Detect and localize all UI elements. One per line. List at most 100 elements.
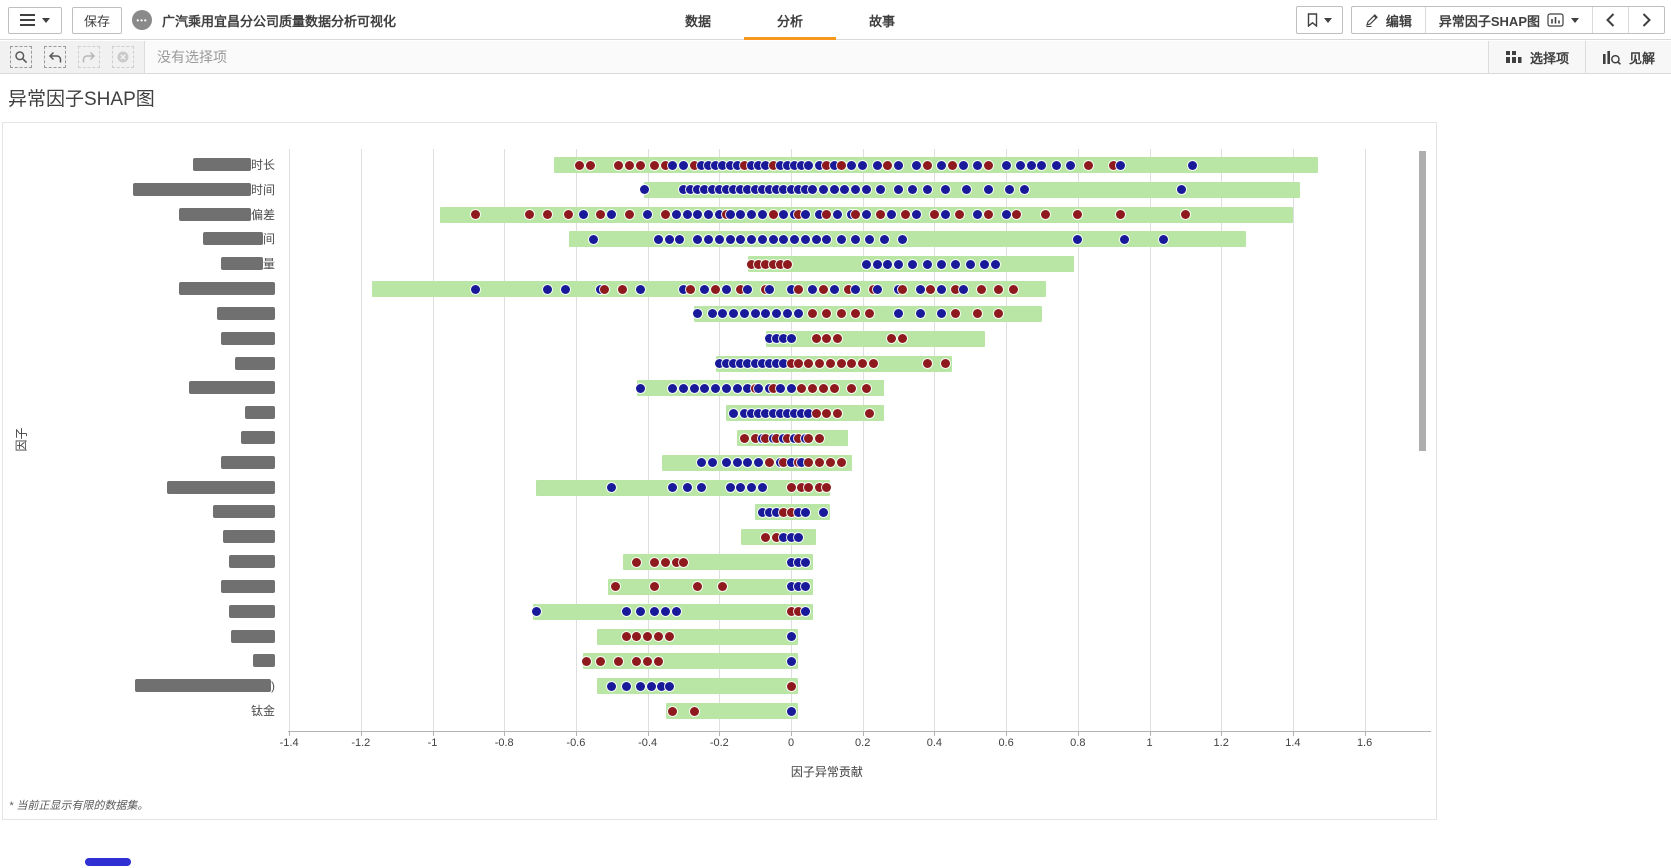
selection-search-button[interactable] — [10, 46, 32, 68]
shap-dot-red[interactable] — [718, 582, 728, 592]
shap-dot-blue[interactable] — [725, 483, 735, 493]
shap-dot-red[interactable] — [876, 210, 886, 220]
shap-range-bar[interactable] — [622, 554, 813, 571]
shap-dot-blue[interactable] — [940, 185, 950, 195]
edit-button[interactable]: 编辑 — [1352, 7, 1425, 33]
shap-dot-blue[interactable] — [772, 309, 782, 319]
shap-dot-red[interactable] — [804, 359, 814, 369]
shap-dot-blue[interactable] — [775, 383, 785, 393]
app-icon[interactable]: ••• — [132, 10, 153, 30]
shap-dot-blue[interactable] — [531, 607, 541, 617]
shap-dot-red[interactable] — [524, 210, 534, 220]
shap-dot-red[interactable] — [1041, 210, 1051, 220]
factor-row-label[interactable] — [3, 628, 275, 646]
shap-dot-blue[interactable] — [689, 383, 699, 393]
chart-vertical-scrollbar[interactable] — [1419, 151, 1426, 451]
shap-dot-red[interactable] — [661, 557, 671, 567]
shap-dot-blue[interactable] — [757, 507, 767, 517]
shap-dot-blue[interactable] — [779, 334, 789, 344]
shap-dot-red[interactable] — [786, 607, 796, 617]
shap-dot-blue[interactable] — [797, 458, 807, 468]
shap-dot-blue[interactable] — [894, 160, 904, 170]
shap-dot-red[interactable] — [671, 557, 681, 567]
shap-dot-blue[interactable] — [714, 185, 724, 195]
shap-dot-blue[interactable] — [894, 185, 904, 195]
shap-dot-blue[interactable] — [764, 359, 774, 369]
shap-dot-red[interactable] — [822, 309, 832, 319]
shap-dot-red[interactable] — [754, 259, 764, 269]
shap-dot-red[interactable] — [650, 557, 660, 567]
shap-dot-red[interactable] — [768, 259, 778, 269]
shap-dot-blue[interactable] — [937, 309, 947, 319]
shap-dot-blue[interactable] — [786, 458, 796, 468]
shap-dot-blue[interactable] — [725, 210, 735, 220]
shap-dot-blue[interactable] — [958, 284, 968, 294]
shap-dot-red[interactable] — [643, 632, 653, 642]
shap-dot-blue[interactable] — [747, 234, 757, 244]
shap-dot-blue[interactable] — [782, 160, 792, 170]
shap-dot-blue[interactable] — [829, 284, 839, 294]
shap-dot-blue[interactable] — [879, 234, 889, 244]
shap-dot-blue[interactable] — [793, 507, 803, 517]
shap-dot-red[interactable] — [582, 656, 592, 666]
shap-dot-blue[interactable] — [700, 284, 710, 294]
shap-dot-blue[interactable] — [764, 334, 774, 344]
shap-dot-blue[interactable] — [700, 185, 710, 195]
factor-row-label[interactable]: 时长 — [3, 156, 275, 174]
shap-dot-blue[interactable] — [872, 160, 882, 170]
shap-dot-red[interactable] — [847, 359, 857, 369]
shap-dot-red[interactable] — [632, 656, 642, 666]
shap-dot-blue[interactable] — [675, 234, 685, 244]
shap-dot-red[interactable] — [897, 334, 907, 344]
shap-dot-blue[interactable] — [797, 160, 807, 170]
factor-row-label[interactable] — [3, 454, 275, 472]
shap-dot-red[interactable] — [564, 210, 574, 220]
tab-analysis[interactable]: 分析 — [744, 0, 836, 40]
shap-dot-blue[interactable] — [922, 259, 932, 269]
shap-range-bar[interactable] — [608, 578, 813, 595]
shap-dot-red[interactable] — [843, 284, 853, 294]
shap-dot-blue[interactable] — [800, 607, 810, 617]
shap-dot-blue[interactable] — [678, 383, 688, 393]
shap-dot-blue[interactable] — [804, 408, 814, 418]
shap-dot-blue[interactable] — [761, 408, 771, 418]
shap-dot-red[interactable] — [678, 557, 688, 567]
shap-dot-blue[interactable] — [1116, 160, 1126, 170]
next-sheet-button[interactable] — [1628, 7, 1664, 33]
shap-dot-red[interactable] — [865, 309, 875, 319]
shap-dot-blue[interactable] — [962, 185, 972, 195]
shap-dot-red[interactable] — [786, 681, 796, 691]
factor-row-label[interactable] — [3, 528, 275, 546]
shap-dot-red[interactable] — [761, 259, 771, 269]
shap-dot-red[interactable] — [736, 284, 746, 294]
shap-dot-blue[interactable] — [757, 483, 767, 493]
shap-dot-blue[interactable] — [847, 160, 857, 170]
shap-dot-blue[interactable] — [937, 160, 947, 170]
shap-dot-blue[interactable] — [782, 408, 792, 418]
shap-dot-red[interactable] — [815, 433, 825, 443]
shap-dot-red[interactable] — [786, 507, 796, 517]
shap-dot-blue[interactable] — [671, 607, 681, 617]
shap-dot-blue[interactable] — [815, 210, 825, 220]
shap-dot-blue[interactable] — [786, 532, 796, 542]
shap-dot-red[interactable] — [768, 383, 778, 393]
shap-dot-red[interactable] — [897, 284, 907, 294]
shap-dot-red[interactable] — [574, 160, 584, 170]
shap-dot-blue[interactable] — [635, 607, 645, 617]
shap-dot-red[interactable] — [983, 160, 993, 170]
shap-dot-red[interactable] — [929, 210, 939, 220]
shap-dot-blue[interactable] — [768, 234, 778, 244]
shap-dot-blue[interactable] — [704, 234, 714, 244]
shap-dot-blue[interactable] — [764, 185, 774, 195]
shap-dot-blue[interactable] — [800, 210, 810, 220]
shap-dot-blue[interactable] — [718, 160, 728, 170]
shap-dot-blue[interactable] — [911, 160, 921, 170]
shap-dot-red[interactable] — [901, 210, 911, 220]
shap-dot-blue[interactable] — [693, 234, 703, 244]
shap-dot-blue[interactable] — [661, 607, 671, 617]
shap-dot-red[interactable] — [618, 284, 627, 294]
shap-dot-blue[interactable] — [858, 160, 868, 170]
shap-dot-blue[interactable] — [1001, 160, 1011, 170]
shap-dot-red[interactable] — [972, 309, 982, 319]
shap-dot-red[interactable] — [1116, 210, 1126, 220]
